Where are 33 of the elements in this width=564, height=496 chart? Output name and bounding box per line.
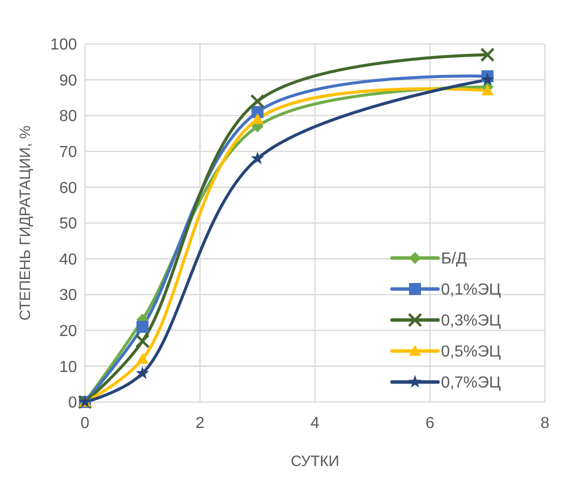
y-axis-title: СТЕПЕНЬ ГИДРАТАЦИИ, % bbox=[17, 125, 34, 321]
y-tick-label: 90 bbox=[59, 72, 78, 90]
x-tick-label: 6 bbox=[426, 415, 435, 432]
y-tick-label: 60 bbox=[59, 180, 78, 197]
y-tick-label: 20 bbox=[59, 323, 78, 340]
point bbox=[136, 353, 148, 364]
y-tick-label: 70 bbox=[59, 144, 78, 161]
legend-label: 0,7%ЭЦ bbox=[441, 374, 501, 392]
legend-label: 0,5%ЭЦ bbox=[441, 344, 501, 361]
y-tick-label: 80 bbox=[59, 108, 78, 126]
point bbox=[135, 334, 150, 348]
y-tick-label: 30 bbox=[59, 287, 78, 304]
point bbox=[482, 84, 494, 96]
y-tick-label: 0 bbox=[68, 394, 78, 412]
point bbox=[480, 47, 495, 62]
y-tick-label: 40 bbox=[59, 251, 78, 268]
x-axis-title: СУТКИ bbox=[290, 453, 340, 470]
legend-label: 0,1%ЭЦ bbox=[441, 282, 501, 299]
point bbox=[250, 152, 264, 164]
legend-label: Б/Д bbox=[441, 250, 467, 268]
x-tick-label: 4 bbox=[310, 415, 320, 432]
x-tick-label: 0 bbox=[80, 415, 90, 432]
point bbox=[480, 72, 494, 86]
legend-label: 0,3%ЭЦ bbox=[441, 312, 501, 330]
y-tick-label: 100 bbox=[50, 36, 78, 54]
point bbox=[250, 94, 265, 109]
x-tick-label: 2 bbox=[196, 415, 205, 432]
y-tick-label: 50 bbox=[59, 216, 78, 233]
point bbox=[136, 320, 148, 333]
y-tick-label: 10 bbox=[59, 358, 78, 376]
x-tick-label: 8 bbox=[540, 415, 550, 432]
point bbox=[136, 366, 150, 380]
point bbox=[252, 113, 264, 124]
